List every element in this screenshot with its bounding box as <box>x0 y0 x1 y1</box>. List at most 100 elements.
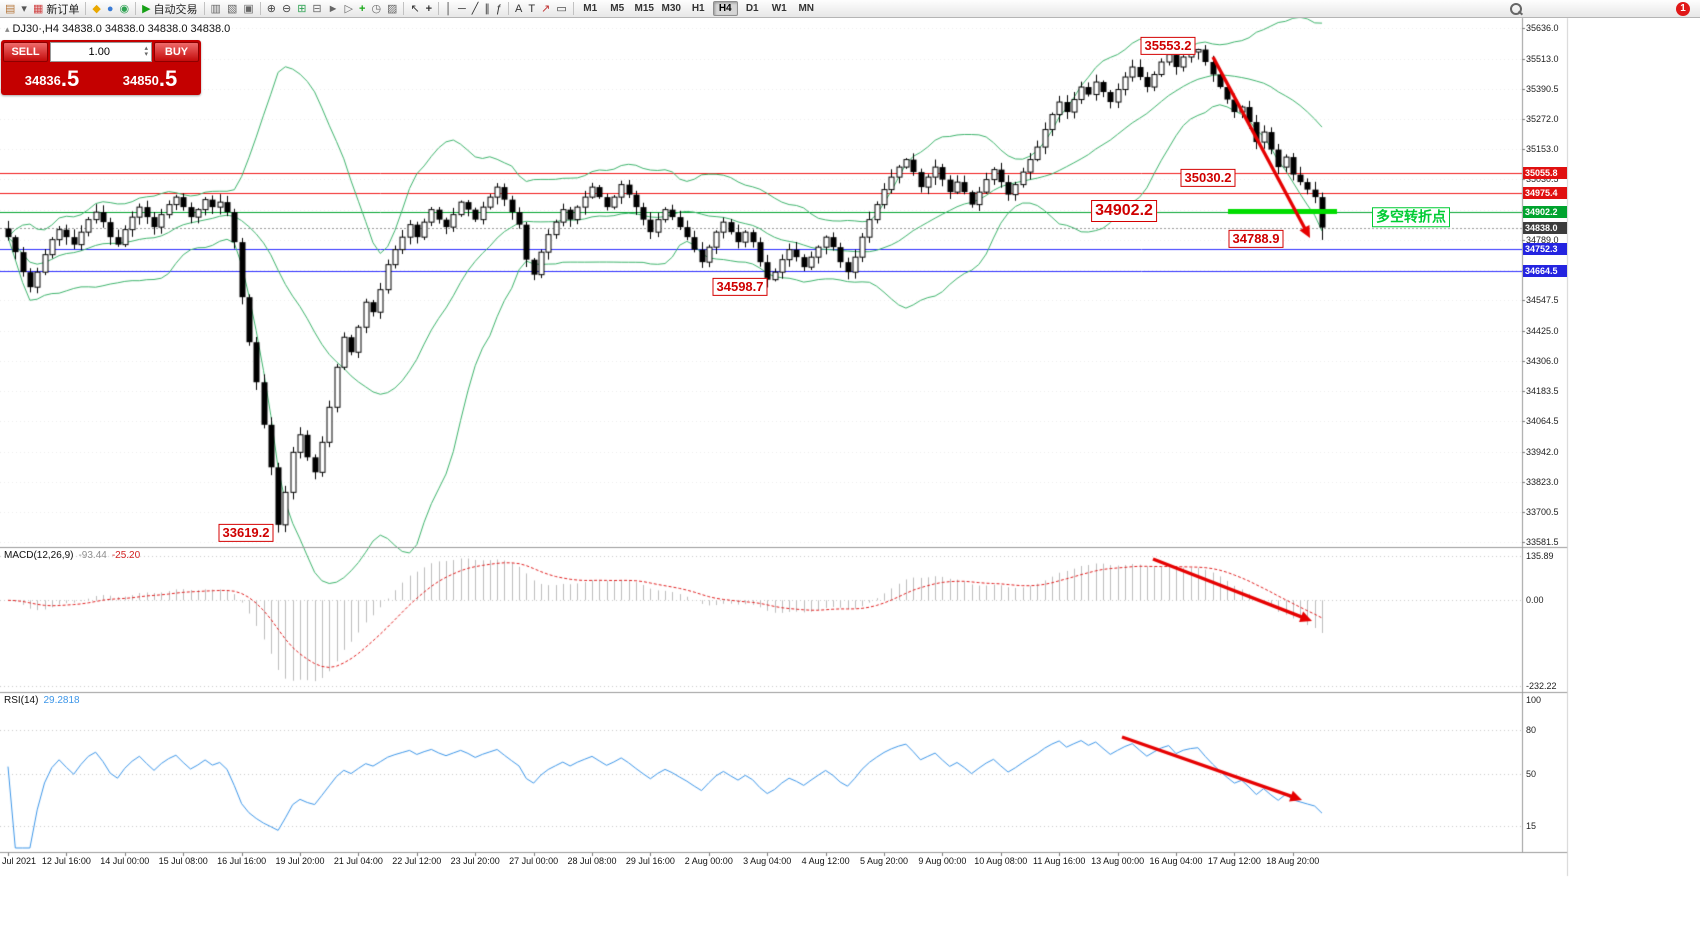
macd-indicator-label: MACD(12,26,9) -93.44 -25.20 <box>4 550 140 561</box>
macd-title-text: MACD(12,26,9) <box>4 550 74 561</box>
volume-up-icon[interactable]: ▴ <box>144 45 148 52</box>
new-chart-icon[interactable]: ▥ <box>210 2 221 15</box>
time-axis-label: 3 Aug 04:00 <box>743 856 792 866</box>
sell-button[interactable]: SELL <box>3 42 48 62</box>
toolbar-separator <box>403 2 405 15</box>
price-callout-label[interactable]: 33619.2 <box>218 523 274 543</box>
time-axis-label: Jul 2021 <box>2 856 37 866</box>
toolbar-separator <box>85 2 87 15</box>
volume-spinner[interactable]: ▴ ▾ <box>144 45 148 58</box>
timeframe-M1[interactable]: M1 <box>583 3 598 14</box>
auto-trading-button[interactable]: ▶ 自动交易 <box>142 2 198 16</box>
price-axis-label: 34306.0 <box>1526 355 1559 366</box>
cursor-icon[interactable]: ↖ <box>410 2 420 15</box>
timeframe-M30[interactable]: M30 <box>661 3 681 14</box>
price-callout-label[interactable]: 34902.2 <box>1091 200 1157 222</box>
periods-icon[interactable]: ◷ <box>371 2 382 15</box>
rsi-indicator-label: RSI(14) 29.2818 <box>4 695 80 706</box>
timeframe-MN[interactable]: MN <box>798 3 815 14</box>
rsi-title-text: RSI(14) <box>4 695 39 706</box>
timeframe-W1[interactable]: W1 <box>771 3 787 14</box>
volume-value: 1.00 <box>88 46 110 58</box>
price-level-axis-label: 34752.3 <box>1523 243 1567 256</box>
zoom-in-icon[interactable]: ⊕ <box>266 2 276 15</box>
fibonacci-icon[interactable]: ƒ <box>495 2 503 15</box>
price-axis-label: 33942.0 <box>1526 446 1559 457</box>
price-callout-label[interactable]: 35553.2 <box>1140 36 1196 56</box>
volume-input[interactable]: 1.00 ▴ ▾ <box>50 42 152 62</box>
toolbar-separator <box>438 2 440 15</box>
volume-down-icon[interactable]: ▾ <box>144 51 148 58</box>
toolbar-separator <box>203 2 205 15</box>
horizontal-line-icon[interactable]: ─ <box>457 2 466 15</box>
price-axis-label: 34064.5 <box>1526 416 1559 427</box>
buy-price: 34850.5 <box>122 66 178 91</box>
time-axis-label: 22 Jul 12:00 <box>392 856 442 866</box>
profiles-icon[interactable]: ▧ <box>226 2 238 15</box>
one-click-trade-panel: SELL 1.00 ▴ ▾ BUY 34836.5 34850.5 <box>1 40 201 95</box>
timeframe-M5[interactable]: M5 <box>610 3 625 14</box>
price-level-axis-label: 34664.5 <box>1523 265 1567 278</box>
auto-scroll-icon[interactable]: ► <box>327 2 339 15</box>
macd-signal-value: -25.20 <box>111 550 141 561</box>
time-axis-label: 17 Aug 12:00 <box>1207 856 1261 866</box>
indicator-axis-label: 80 <box>1526 724 1537 735</box>
time-axis-label: 10 Aug 08:00 <box>974 856 1028 866</box>
trendline-icon[interactable]: ╱ <box>471 2 479 15</box>
text-icon[interactable]: A <box>515 2 523 15</box>
market-icon[interactable]: ◉ <box>119 2 130 15</box>
vertical-line-icon[interactable]: │ <box>445 2 452 15</box>
indicator-axis-label: 0.00 <box>1526 595 1544 606</box>
crosshair-icon[interactable]: + <box>425 2 433 15</box>
time-axis-label: 19 Jul 20:00 <box>275 856 325 866</box>
price-level-axis-label: 34975.4 <box>1523 187 1567 200</box>
price-callout-label[interactable]: 34788.9 <box>1228 229 1284 249</box>
timeframe-D1[interactable]: D1 <box>745 3 759 14</box>
price-axis-label: 35030.5 <box>1526 174 1559 185</box>
cascade-windows-icon[interactable]: ⊟ <box>312 2 322 15</box>
price-callout-label[interactable]: 34598.7 <box>712 277 768 297</box>
timeframe-H4[interactable]: H4 <box>712 1 738 16</box>
price-callout-label[interactable]: 35030.2 <box>1180 168 1236 188</box>
indicator-axis-label: 135.89 <box>1526 551 1554 561</box>
add-indicator-icon[interactable]: + <box>359 2 366 15</box>
time-axis-label: 14 Jul 00:00 <box>100 856 150 866</box>
symbol-ohlc-info: ▴ DJ30·,H4 34838.0 34838.0 34838.0 34838.… <box>5 23 230 35</box>
price-axis-label: 35272.0 <box>1526 114 1559 125</box>
community-icon[interactable]: ● <box>106 2 114 15</box>
note-label[interactable]: 多空转折点 <box>1372 207 1450 227</box>
timeframe-M15[interactable]: M15 <box>634 3 654 14</box>
price-axis-label: 35513.0 <box>1526 53 1559 64</box>
mql5-icon[interactable]: ◆ <box>92 2 101 15</box>
time-axis-label: 13 Aug 00:00 <box>1091 856 1145 866</box>
price-axis-label: 35390.5 <box>1526 84 1559 95</box>
tile-windows-icon[interactable]: ⊞ <box>297 2 307 15</box>
indicator-axis-label: 50 <box>1526 769 1537 779</box>
indicator-axis-label: 100 <box>1526 695 1542 705</box>
channel-icon[interactable]: ∥ <box>484 2 490 15</box>
time-axis-label: 9 Aug 00:00 <box>918 856 967 866</box>
shapes-icon[interactable]: ▭ <box>556 2 567 15</box>
fullscreen-icon[interactable]: ▣ <box>243 2 254 15</box>
time-axis-label: 12 Jul 16:00 <box>41 856 91 866</box>
rsi-value: 29.2818 <box>43 695 80 706</box>
toolbar: ▤ ▾ ▦ 新订单 ◆ ● ◉ ▶ 自动交易 ▥ ▧ ▣ ⊕ ⊖ ⊞ ⊟ ► ▷ + ◷ ▨ ↖ + │ ─ ╱ ∥ ƒ A T ↗ ▭ M1 M… <box>0 0 1700 18</box>
templates-icon[interactable]: ▨ <box>387 2 398 15</box>
arrow-tools-icon[interactable]: ↗ <box>541 2 551 15</box>
time-axis-label: 28 Jul 08:00 <box>567 856 617 866</box>
timeframe-H1[interactable]: H1 <box>691 3 705 14</box>
chart-window-icon[interactable]: ▤ <box>5 2 16 15</box>
window-dropdown-caret[interactable]: ▾ <box>21 2 27 15</box>
label-icon[interactable]: T <box>528 2 536 15</box>
toolbar-separator <box>135 2 137 15</box>
price-axis-label: 34183.5 <box>1526 386 1559 397</box>
buy-button[interactable]: BUY <box>154 42 199 62</box>
new-order-button[interactable]: ▦ 新订单 <box>32 2 80 16</box>
notification-badge[interactable]: 1 <box>1676 1 1690 16</box>
zoom-out-icon[interactable]: ⊖ <box>281 2 292 15</box>
search-icon[interactable] <box>1506 1 1524 17</box>
chart-shift-icon[interactable]: ▷ <box>344 2 353 15</box>
time-axis-label: 5 Aug 20:00 <box>859 856 909 866</box>
